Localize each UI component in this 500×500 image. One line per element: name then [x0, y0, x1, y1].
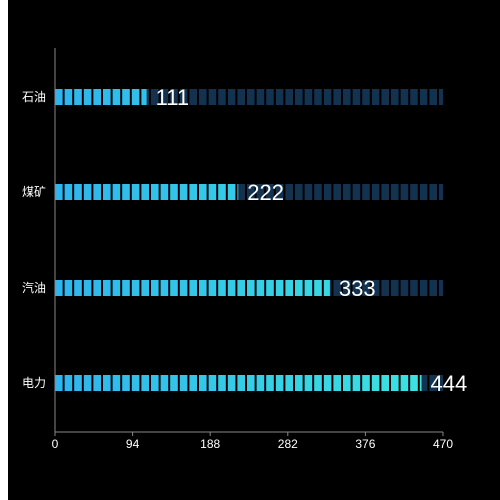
track-segment [429, 280, 437, 296]
track-segment [352, 280, 361, 296]
track-segment [295, 184, 303, 200]
axes: 0 94 188 282 376 470 [52, 48, 453, 451]
track-segment [189, 89, 197, 105]
track-segment [151, 89, 159, 105]
track-segment [199, 89, 207, 105]
track-segment [362, 89, 370, 105]
track-segment [218, 89, 226, 105]
track-segment [295, 89, 303, 105]
track-segment [419, 184, 428, 200]
track-segment [391, 89, 399, 105]
category-label: 电力 [22, 376, 46, 390]
category-label: 煤矿 [22, 185, 46, 199]
bar-tracks [55, 89, 443, 391]
track-segment [371, 184, 380, 200]
track-segment [410, 89, 418, 105]
track-segment [256, 184, 265, 200]
track-segment [343, 280, 351, 296]
x-tick-label: 470 [433, 437, 453, 451]
value-label: 444 [431, 371, 468, 396]
bar-煤矿 [55, 184, 239, 200]
track-segment [429, 184, 437, 200]
x-tick-label: 188 [200, 437, 220, 451]
track-segment [170, 89, 178, 105]
track-segment [381, 184, 389, 200]
track-segment [333, 184, 341, 200]
track-segment [343, 184, 351, 200]
track-segment [247, 89, 255, 105]
track-segment [323, 89, 332, 105]
track-segment [419, 280, 428, 296]
track-segment [352, 89, 361, 105]
track-segment [160, 89, 169, 105]
bar-石油 [55, 89, 147, 105]
track-segment [333, 89, 341, 105]
track-segment [362, 184, 370, 200]
track-segment [391, 280, 399, 296]
bars [55, 89, 422, 391]
track-segment [391, 184, 399, 200]
track-segment [410, 184, 418, 200]
bar-汽油 [55, 280, 330, 296]
track-segment [333, 280, 341, 296]
track-segment [429, 375, 437, 391]
track-segment [227, 89, 236, 105]
value-label: 111 [156, 85, 189, 110]
category-label: 石油 [22, 90, 46, 104]
track-segment [419, 375, 428, 391]
track-segment [352, 184, 361, 200]
track-segment [323, 184, 332, 200]
category-label: 汽油 [22, 280, 46, 295]
track-segment [343, 89, 351, 105]
value-label: 333 [339, 276, 376, 301]
labels: 石油 111 煤矿 222 汽油 333 电力 444 [22, 85, 467, 396]
track-segment [400, 280, 409, 296]
x-tick-label: 282 [278, 437, 298, 451]
track-segment [237, 89, 245, 105]
bar-chart: 0 94 188 282 376 470 石油 111 煤矿 222 汽油 333 电力 444 [22, 48, 467, 451]
track-segment [381, 280, 389, 296]
track-segment [266, 89, 274, 105]
track-segment [275, 89, 284, 105]
track-segment [179, 89, 188, 105]
track-segment [371, 89, 380, 105]
bar-电力 [55, 375, 422, 391]
track-segment [371, 280, 380, 296]
track-segment [266, 184, 274, 200]
track-segment [314, 89, 322, 105]
track-segment [439, 89, 443, 105]
track-segment [275, 184, 284, 200]
track-segment [410, 280, 418, 296]
track-segment [314, 184, 322, 200]
track-segment [285, 89, 293, 105]
track-segment [400, 89, 409, 105]
track-segment [237, 184, 245, 200]
track-segment [285, 184, 293, 200]
track-segment [208, 89, 217, 105]
track-segment [429, 89, 437, 105]
x-tick-label: 94 [126, 437, 140, 451]
track-segment [304, 89, 313, 105]
value-label: 222 [247, 180, 284, 205]
track-segment [400, 184, 409, 200]
track-segment [362, 280, 370, 296]
track-segment [419, 89, 428, 105]
chart-stage: 0 94 188 282 376 470 石油 111 煤矿 222 汽油 333 电力 444 [8, 0, 500, 500]
track-segment [304, 184, 313, 200]
track-segment [247, 184, 255, 200]
track-segment [439, 375, 443, 391]
track-segment [439, 184, 443, 200]
track-segment [256, 89, 265, 105]
x-tick-label: 0 [52, 437, 59, 451]
track-segment [381, 89, 389, 105]
track-segment [439, 280, 443, 296]
x-tick-label: 376 [355, 437, 375, 451]
